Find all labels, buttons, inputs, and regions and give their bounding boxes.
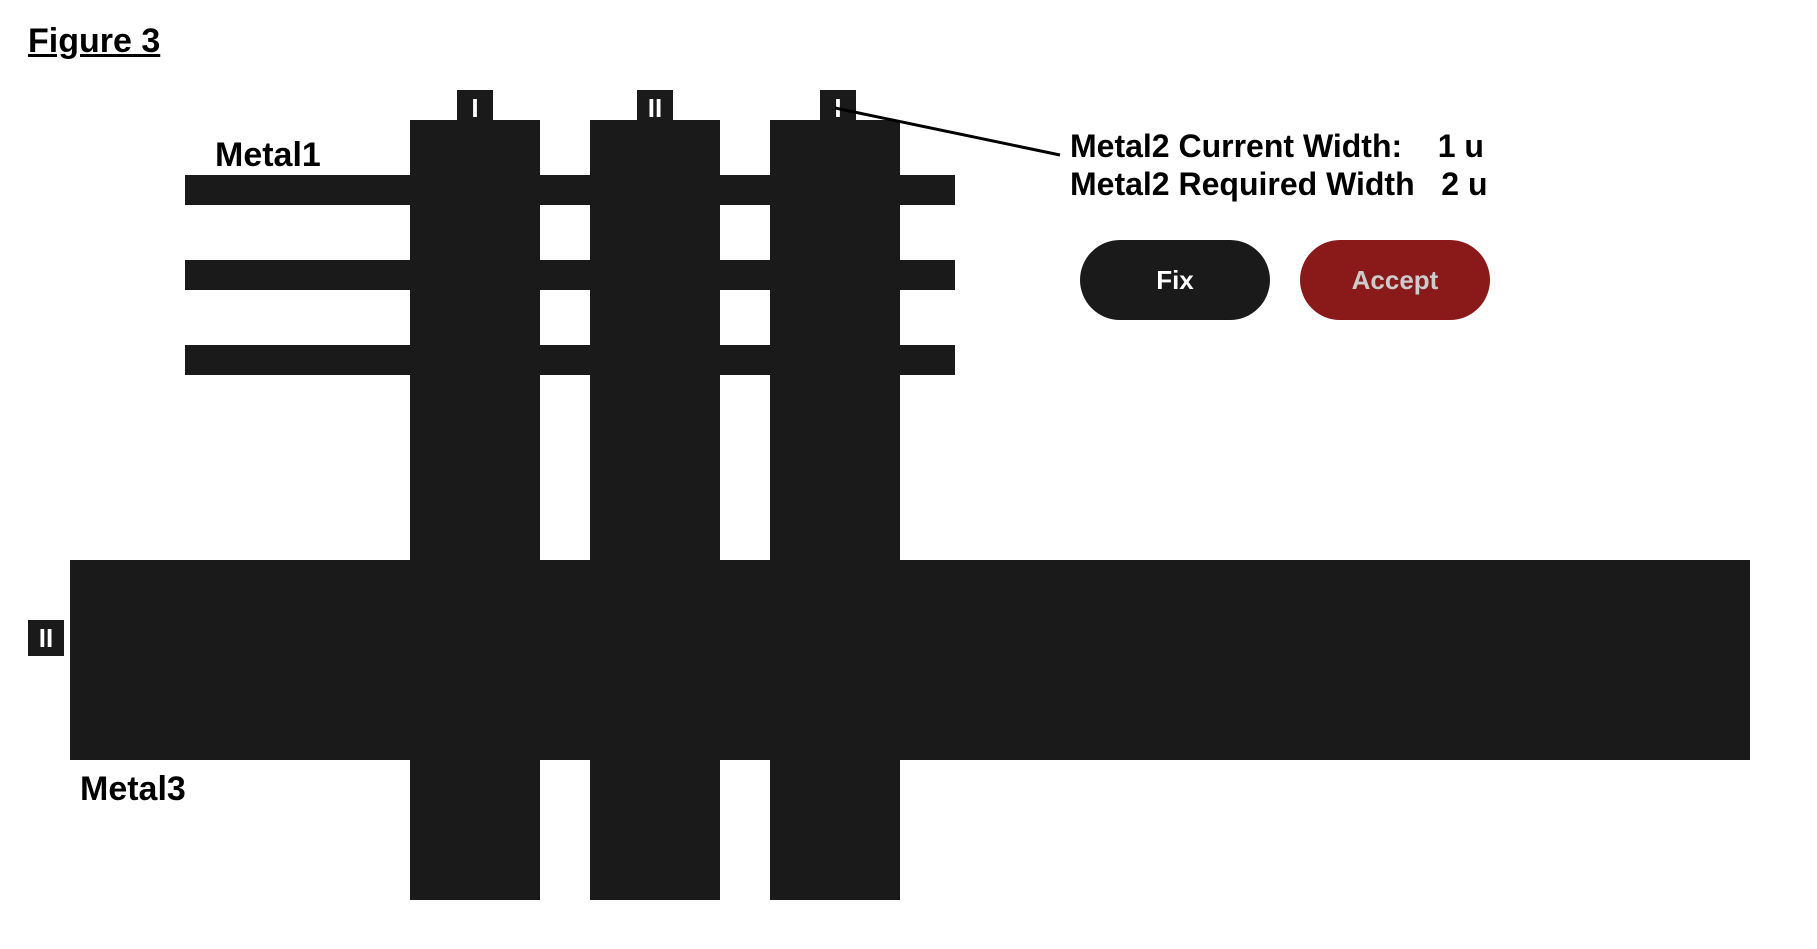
metal3-label: Metal3	[80, 770, 186, 809]
metal2-bar-1	[410, 120, 540, 900]
info-current-width-label: Metal2 Current Width:	[1070, 128, 1402, 164]
info-required-width-label: Metal2 Required Width	[1070, 166, 1415, 202]
metal1-seg	[185, 175, 410, 205]
metal1-seg	[720, 175, 770, 205]
via-label-box	[28, 620, 64, 656]
info-current-width-value: 1 u	[1438, 128, 1484, 164]
via-label-box	[637, 90, 673, 126]
metal1-seg	[720, 345, 770, 375]
info-required-width: Metal2 Required Width 2 u	[1070, 166, 1488, 203]
metal1-seg	[540, 175, 590, 205]
metal1-seg	[185, 260, 410, 290]
via-label-box	[457, 90, 493, 126]
metal1-seg	[720, 260, 770, 290]
info-current-width-gap	[1411, 128, 1429, 164]
metal1-seg	[185, 345, 410, 375]
fix-button[interactable]: Fix	[1080, 240, 1270, 320]
metal1-seg	[540, 345, 590, 375]
metal1-label: Metal1	[215, 136, 321, 175]
metal2-bar-2	[590, 120, 720, 900]
accept-button[interactable]: Accept	[1300, 240, 1490, 320]
metal2-bar-3	[770, 120, 900, 900]
metal1-seg	[900, 260, 955, 290]
metal1-seg	[900, 175, 955, 205]
via-label-box	[820, 90, 856, 126]
metal1-seg	[900, 345, 955, 375]
info-required-width-gap	[1424, 166, 1433, 202]
info-current-width: Metal2 Current Width: 1 u	[1070, 128, 1484, 165]
figure-title: Figure 3	[28, 22, 160, 61]
metal1-seg	[540, 260, 590, 290]
metal3-bar	[70, 560, 1750, 760]
info-required-width-value: 2 u	[1441, 166, 1487, 202]
figure-page: Figure 3 Metal1 Metal3 I II I II Metal2 …	[0, 0, 1817, 949]
